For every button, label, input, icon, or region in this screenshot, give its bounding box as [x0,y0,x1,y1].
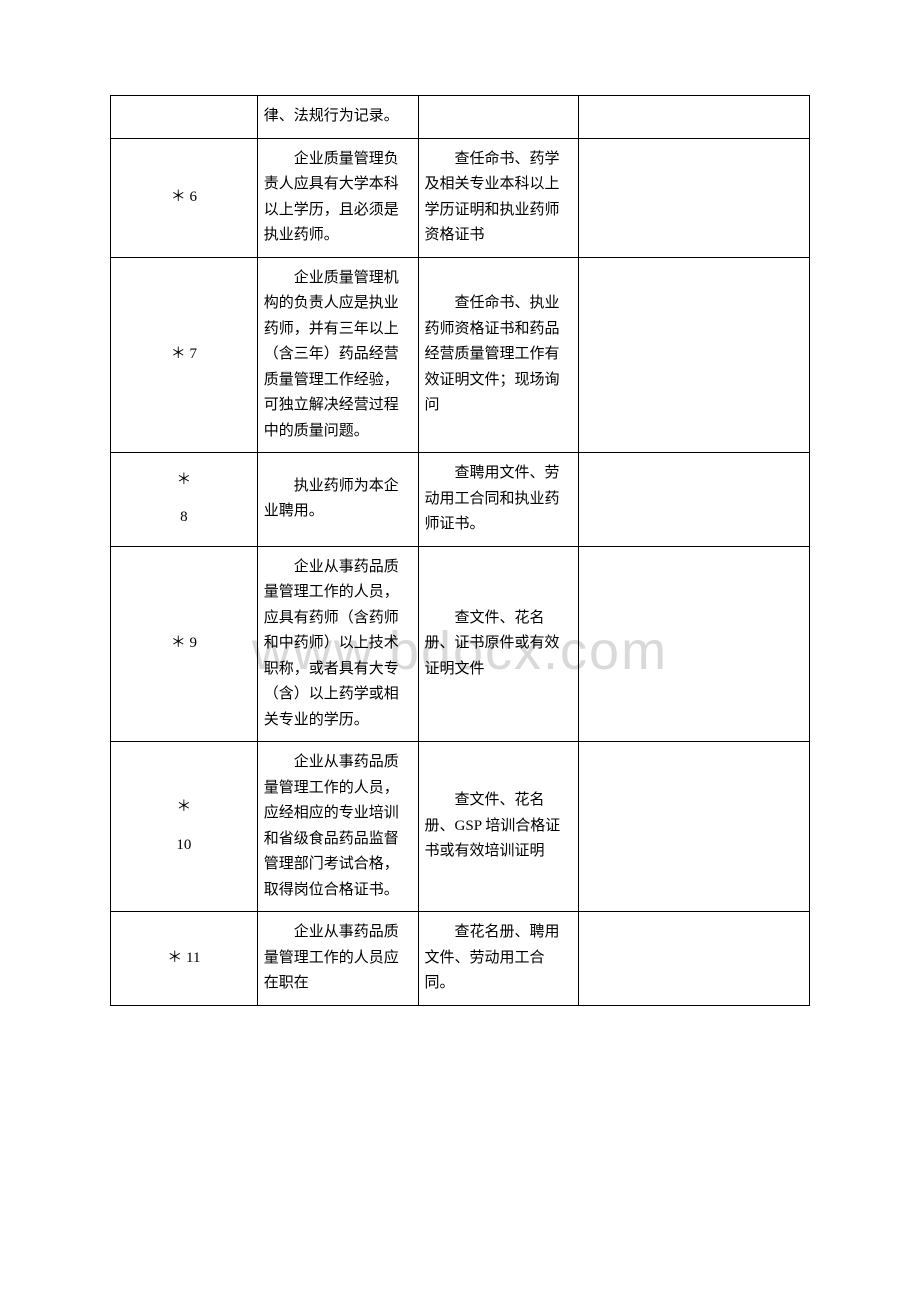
row-desc: 律、法规行为记录。 [257,96,418,139]
row-desc: 企业从事药品质量管理工作的人员，应经相应的专业培训和省级食品药品监督管理部门考试… [257,742,418,912]
row-id: ＊ 7 [111,257,258,453]
row-desc: 企业从事药品质量管理工作的人员应在职在 [257,912,418,1006]
row-check: 查聘用文件、劳动用工合同和执业药师证书。 [418,453,579,547]
row-check: 查文件、花名册、证书原件或有效证明文件 [418,546,579,742]
row-check: 查文件、花名册、GSP 培训合格证书或有效培训证明 [418,742,579,912]
table-row: ＊ 10 企业从事药品质量管理工作的人员，应经相应的专业培训和省级食品药品监督管… [111,742,810,912]
row-id: ＊ 8 [111,453,258,547]
table-row: ＊ 7 企业质量管理机构的负责人应是执业药师，并有三年以上（含三年）药品经营质量… [111,257,810,453]
table-row: ＊ 6 企业质量管理负责人应具有大学本科以上学历，且必须是执业药师。 查任命书、… [111,138,810,257]
row-note [579,453,810,547]
row-check: 查任命书、药学及相关专业本科以上学历证明和执业药师资格证书 [418,138,579,257]
row-check: 查任命书、执业药师资格证书和药品经营质量管理工作有效证明文件；现场询问 [418,257,579,453]
row-check: 查花名册、聘用文件、劳动用工合同。 [418,912,579,1006]
row-check [418,96,579,139]
row-note [579,742,810,912]
row-desc: 企业质量管理负责人应具有大学本科以上学历，且必须是执业药师。 [257,138,418,257]
row-note [579,912,810,1006]
table-row: ＊ 8 执业药师为本企业聘用。 查聘用文件、劳动用工合同和执业药师证书。 [111,453,810,547]
standards-table: 律、法规行为记录。 ＊ 6 企业质量管理负责人应具有大学本科以上学历，且必须是执… [110,95,810,1006]
table-row: 律、法规行为记录。 [111,96,810,139]
row-note [579,96,810,139]
row-note [579,257,810,453]
row-desc: 执业药师为本企业聘用。 [257,453,418,547]
table-row: ＊ 9 企业从事药品质量管理工作的人员，应具有药师（含药师和中药师）以上技术职称… [111,546,810,742]
page-container: 律、法规行为记录。 ＊ 6 企业质量管理负责人应具有大学本科以上学历，且必须是执… [0,0,920,1066]
table-row: ＊ 11 企业从事药品质量管理工作的人员应在职在 查花名册、聘用文件、劳动用工合… [111,912,810,1006]
row-desc: 企业质量管理机构的负责人应是执业药师，并有三年以上（含三年）药品经营质量管理工作… [257,257,418,453]
row-id: ＊ 11 [111,912,258,1006]
row-note [579,546,810,742]
row-note [579,138,810,257]
row-id: ＊ 9 [111,546,258,742]
row-id: ＊ 10 [111,742,258,912]
row-id: ＊ 6 [111,138,258,257]
row-id [111,96,258,139]
row-desc: 企业从事药品质量管理工作的人员，应具有药师（含药师和中药师）以上技术职称，或者具… [257,546,418,742]
